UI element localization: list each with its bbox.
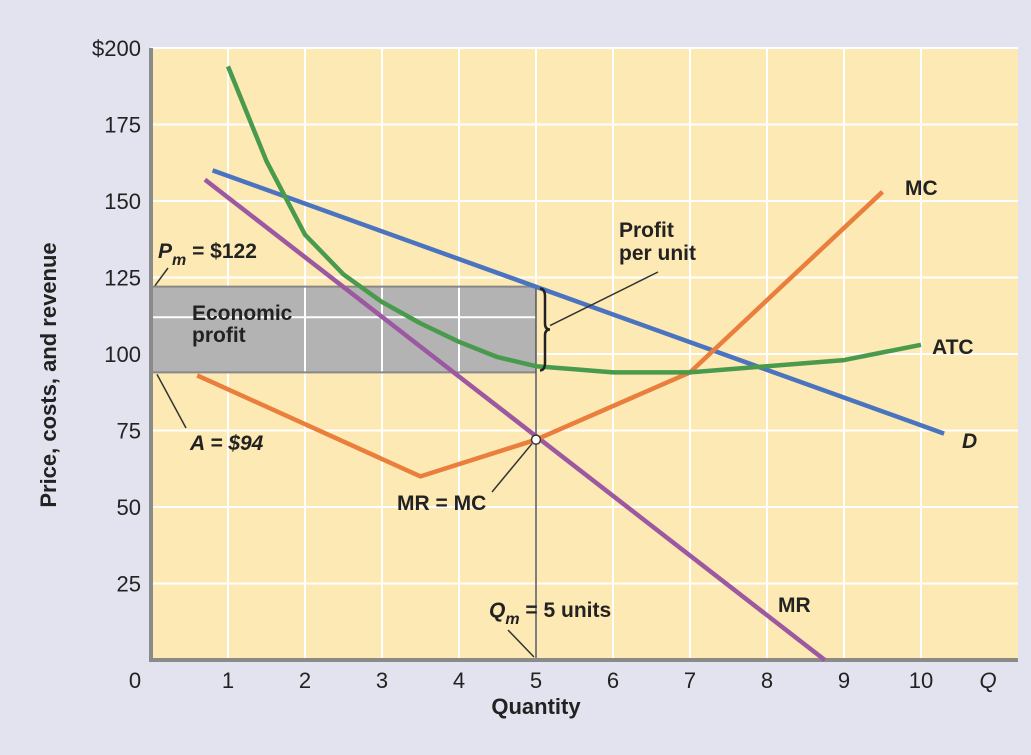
- x-tick-label: 6: [607, 668, 619, 693]
- x-tick-label: 3: [376, 668, 388, 693]
- x-tick-label: 10: [909, 668, 933, 693]
- economic-profit-rect: [153, 286, 536, 373]
- curves: [196, 65, 945, 662]
- y-tick-label: 50: [117, 495, 141, 520]
- pm-label-rest: = $122: [186, 240, 257, 263]
- mr-mc-intersection-point: [530, 434, 542, 445]
- x-tick-label: 7: [684, 668, 696, 693]
- economic-profit-label-1: Economic: [192, 302, 293, 325]
- qm-leader: [507, 629, 535, 658]
- x-tick-label: 2: [299, 668, 311, 693]
- x-tick-label: 4: [453, 668, 465, 693]
- y-tick-label: 75: [117, 419, 141, 444]
- atc-curve-label: ATC: [932, 336, 974, 359]
- y-tick-label: $200: [92, 36, 141, 61]
- mr-mc-label: MR = MC: [397, 492, 486, 515]
- qm-label-var: Q: [489, 599, 505, 622]
- y-tick-label: 175: [104, 113, 141, 138]
- series-atc-line: [225, 65, 922, 375]
- qm-label: Qm = 5 units: [489, 599, 611, 628]
- series-mr-line: [203, 177, 827, 662]
- pm-label-var: P: [158, 240, 173, 263]
- origin-label: 0: [129, 668, 141, 693]
- y-tick-label: 150: [104, 189, 141, 214]
- mc-curve-label: MC: [905, 177, 938, 200]
- x-axis-end-label: Q: [979, 668, 996, 693]
- x-axis-title: Quantity: [491, 694, 581, 719]
- economic-profit-label-2: profit: [192, 324, 246, 347]
- y-tick-label: 100: [104, 342, 141, 367]
- y-tick-label: 125: [104, 266, 141, 291]
- qm-label-rest: = 5 units: [520, 599, 612, 622]
- qm-label-sub: m: [505, 611, 519, 628]
- mr-mc-leader: [491, 443, 533, 493]
- ppu-leader: [549, 271, 659, 327]
- x-tick-label: 8: [761, 668, 773, 693]
- profit-box-layer: [151, 285, 536, 374]
- pm-leader: [154, 267, 169, 287]
- series-d-line: [211, 168, 945, 436]
- tick-labels: $200 175 150 125 100 75 50 25 0 1 2 3 4 5 6 7 8 9 10 Q Quant…: [36, 36, 997, 719]
- x-tick-label: 1: [222, 668, 234, 693]
- x-tick-label: 5: [530, 668, 542, 693]
- y-axis-title: Price, costs, and revenue: [36, 242, 61, 507]
- profit-per-unit-label-1: Profit: [619, 219, 674, 242]
- profit-per-unit-brace: [539, 287, 551, 372]
- mr-curve-label: MR: [778, 594, 811, 617]
- a-leader: [156, 374, 187, 429]
- pm-label-sub: m: [172, 252, 186, 269]
- d-curve-label: D: [962, 430, 977, 453]
- profit-per-unit-label-2: per unit: [619, 242, 696, 265]
- a-label: A = $94: [189, 432, 264, 455]
- pm-label: Pm = $122: [158, 240, 257, 269]
- x-tick-label: 9: [838, 668, 850, 693]
- axes: [149, 48, 1018, 662]
- y-tick-label: 25: [117, 572, 141, 597]
